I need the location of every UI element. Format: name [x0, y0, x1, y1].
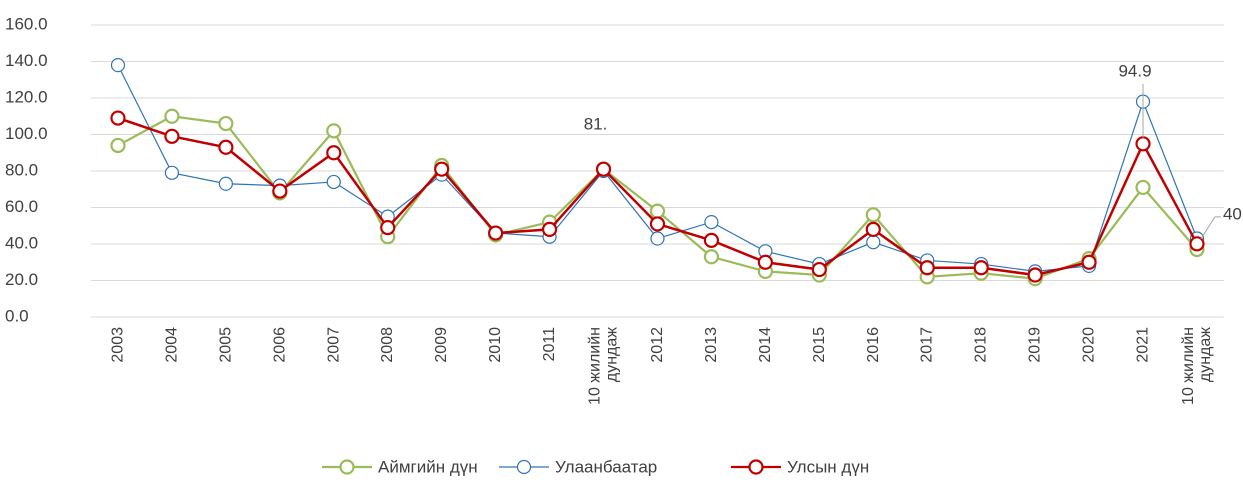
data-point: [110, 137, 126, 154]
data-point: [649, 203, 666, 219]
data-point: [595, 161, 612, 177]
data-point: [703, 232, 720, 248]
data-point: [919, 260, 935, 276]
x-tick-label: 10 жилийн дундаж: [1179, 327, 1214, 405]
data-point: [218, 139, 234, 155]
data-point: [811, 261, 827, 278]
data-point: [703, 249, 720, 265]
data-point: [865, 221, 881, 237]
y-tick-label: 40.0: [5, 233, 38, 252]
data-point: [1027, 267, 1043, 283]
legend-marker: [748, 459, 764, 475]
x-tick-label: 2012: [648, 327, 666, 363]
data-point: [541, 221, 558, 237]
y-tick-label: 140.0: [5, 51, 48, 70]
x-tick-label: 2017: [918, 327, 936, 363]
data-point: [865, 207, 881, 223]
data-point: [1189, 236, 1205, 252]
data-point: [164, 128, 180, 144]
y-tick-label: 60.0: [5, 197, 38, 216]
x-tick-label: 2003: [109, 327, 127, 363]
x-tick-label: 2016: [864, 327, 882, 363]
x-tick-label: 2009: [433, 327, 451, 363]
data-point: [649, 216, 666, 232]
data-point: [218, 115, 234, 132]
y-tick-label: 0.0: [5, 306, 29, 325]
data-point: [434, 161, 450, 177]
data-label: 40. 1: [1223, 204, 1243, 223]
x-tick-label: 2005: [217, 327, 235, 363]
x-tick-label: 10 жилийн дундаж: [586, 327, 621, 405]
legend-item: Аймгийн дүн: [322, 457, 478, 476]
data-point: [380, 219, 396, 236]
data-point: [1135, 179, 1151, 196]
x-tick-label: 2007: [325, 327, 343, 363]
data-point: [326, 145, 342, 161]
y-tick-label: 20.0: [5, 270, 38, 289]
data-point: [704, 215, 719, 230]
data-point: [1135, 136, 1151, 152]
x-tick-label: 2015: [810, 327, 828, 363]
legend-label: Улаанбаатар: [555, 457, 657, 476]
y-tick-label: 120.0: [5, 87, 48, 106]
x-tick-label: 2014: [756, 327, 774, 363]
x-tick-label: 2019: [1026, 327, 1044, 363]
x-tick-label: 2008: [379, 327, 397, 363]
y-tick-label: 100.0: [5, 124, 48, 143]
x-tick-label: 2020: [1080, 327, 1098, 363]
y-tick-label: 80.0: [5, 160, 38, 179]
data-point: [110, 58, 126, 73]
data-point: [757, 254, 773, 270]
x-tick-label: 2013: [702, 327, 720, 363]
data-point: [164, 108, 180, 124]
legend-item: Улаанбаатар: [499, 457, 657, 476]
data-point: [1081, 254, 1097, 270]
data-point: [488, 225, 504, 241]
x-tick-label: 2021: [1134, 327, 1152, 363]
x-tick-label: 2011: [541, 327, 559, 362]
y-tick-label: 160.0: [5, 14, 48, 33]
legend-marker: [339, 459, 355, 475]
data-label: 94.9: [1118, 61, 1151, 80]
x-tick-label: 2006: [271, 327, 289, 363]
x-tick-label: 2010: [487, 327, 505, 363]
data-point: [110, 110, 126, 126]
data-point: [164, 165, 180, 180]
data-point: [272, 183, 288, 199]
data-label: 81.: [584, 115, 608, 134]
data-point: [866, 235, 881, 250]
legend-marker: [516, 459, 532, 475]
data-point: [326, 174, 341, 190]
leader-line: [1200, 216, 1221, 240]
data-point: [218, 176, 233, 191]
legend-label: Аймгийн дүн: [378, 457, 478, 476]
data-point: [650, 231, 665, 246]
data-point: [326, 123, 342, 139]
legend-item: Улсын дүн: [731, 457, 869, 476]
legend-label: Улсын дүн: [787, 457, 869, 476]
x-tick-label: 2018: [972, 327, 990, 363]
x-tick-label: 2004: [163, 327, 181, 363]
data-point: [973, 260, 989, 276]
